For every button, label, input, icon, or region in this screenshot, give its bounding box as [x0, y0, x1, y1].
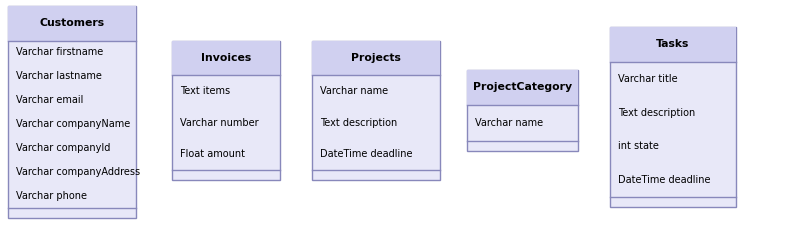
- Text: Tasks: Tasks: [656, 39, 690, 50]
- Text: Varchar companyId: Varchar companyId: [16, 143, 110, 153]
- Text: Varchar lastname: Varchar lastname: [16, 71, 102, 81]
- Text: Varchar companyName: Varchar companyName: [16, 119, 130, 129]
- Text: int state: int state: [618, 141, 658, 151]
- Text: Text items: Text items: [180, 86, 230, 96]
- Text: Varchar number: Varchar number: [180, 118, 258, 128]
- FancyBboxPatch shape: [312, 40, 440, 180]
- Text: Varchar email: Varchar email: [16, 95, 83, 105]
- Text: Float amount: Float amount: [180, 149, 245, 159]
- FancyBboxPatch shape: [8, 6, 136, 40]
- FancyBboxPatch shape: [8, 6, 136, 218]
- FancyBboxPatch shape: [610, 27, 736, 207]
- Text: Invoices: Invoices: [201, 53, 251, 63]
- Text: Varchar name: Varchar name: [320, 86, 388, 96]
- Text: Varchar companyAddress: Varchar companyAddress: [16, 167, 140, 177]
- FancyBboxPatch shape: [172, 40, 280, 180]
- FancyBboxPatch shape: [312, 40, 440, 75]
- FancyBboxPatch shape: [467, 70, 578, 151]
- FancyBboxPatch shape: [610, 27, 736, 62]
- Text: Varchar firstname: Varchar firstname: [16, 47, 103, 57]
- Text: Text description: Text description: [618, 108, 695, 117]
- Text: DateTime deadline: DateTime deadline: [618, 175, 710, 185]
- FancyBboxPatch shape: [467, 70, 578, 105]
- Text: DateTime deadline: DateTime deadline: [320, 149, 413, 159]
- Text: Varchar title: Varchar title: [618, 74, 678, 84]
- Text: Customers: Customers: [39, 18, 105, 28]
- Text: Varchar name: Varchar name: [475, 118, 543, 128]
- Text: ProjectCategory: ProjectCategory: [473, 82, 572, 92]
- FancyBboxPatch shape: [172, 40, 280, 75]
- Text: Varchar phone: Varchar phone: [16, 191, 87, 201]
- Text: Projects: Projects: [351, 53, 401, 63]
- Text: Text description: Text description: [320, 118, 398, 128]
